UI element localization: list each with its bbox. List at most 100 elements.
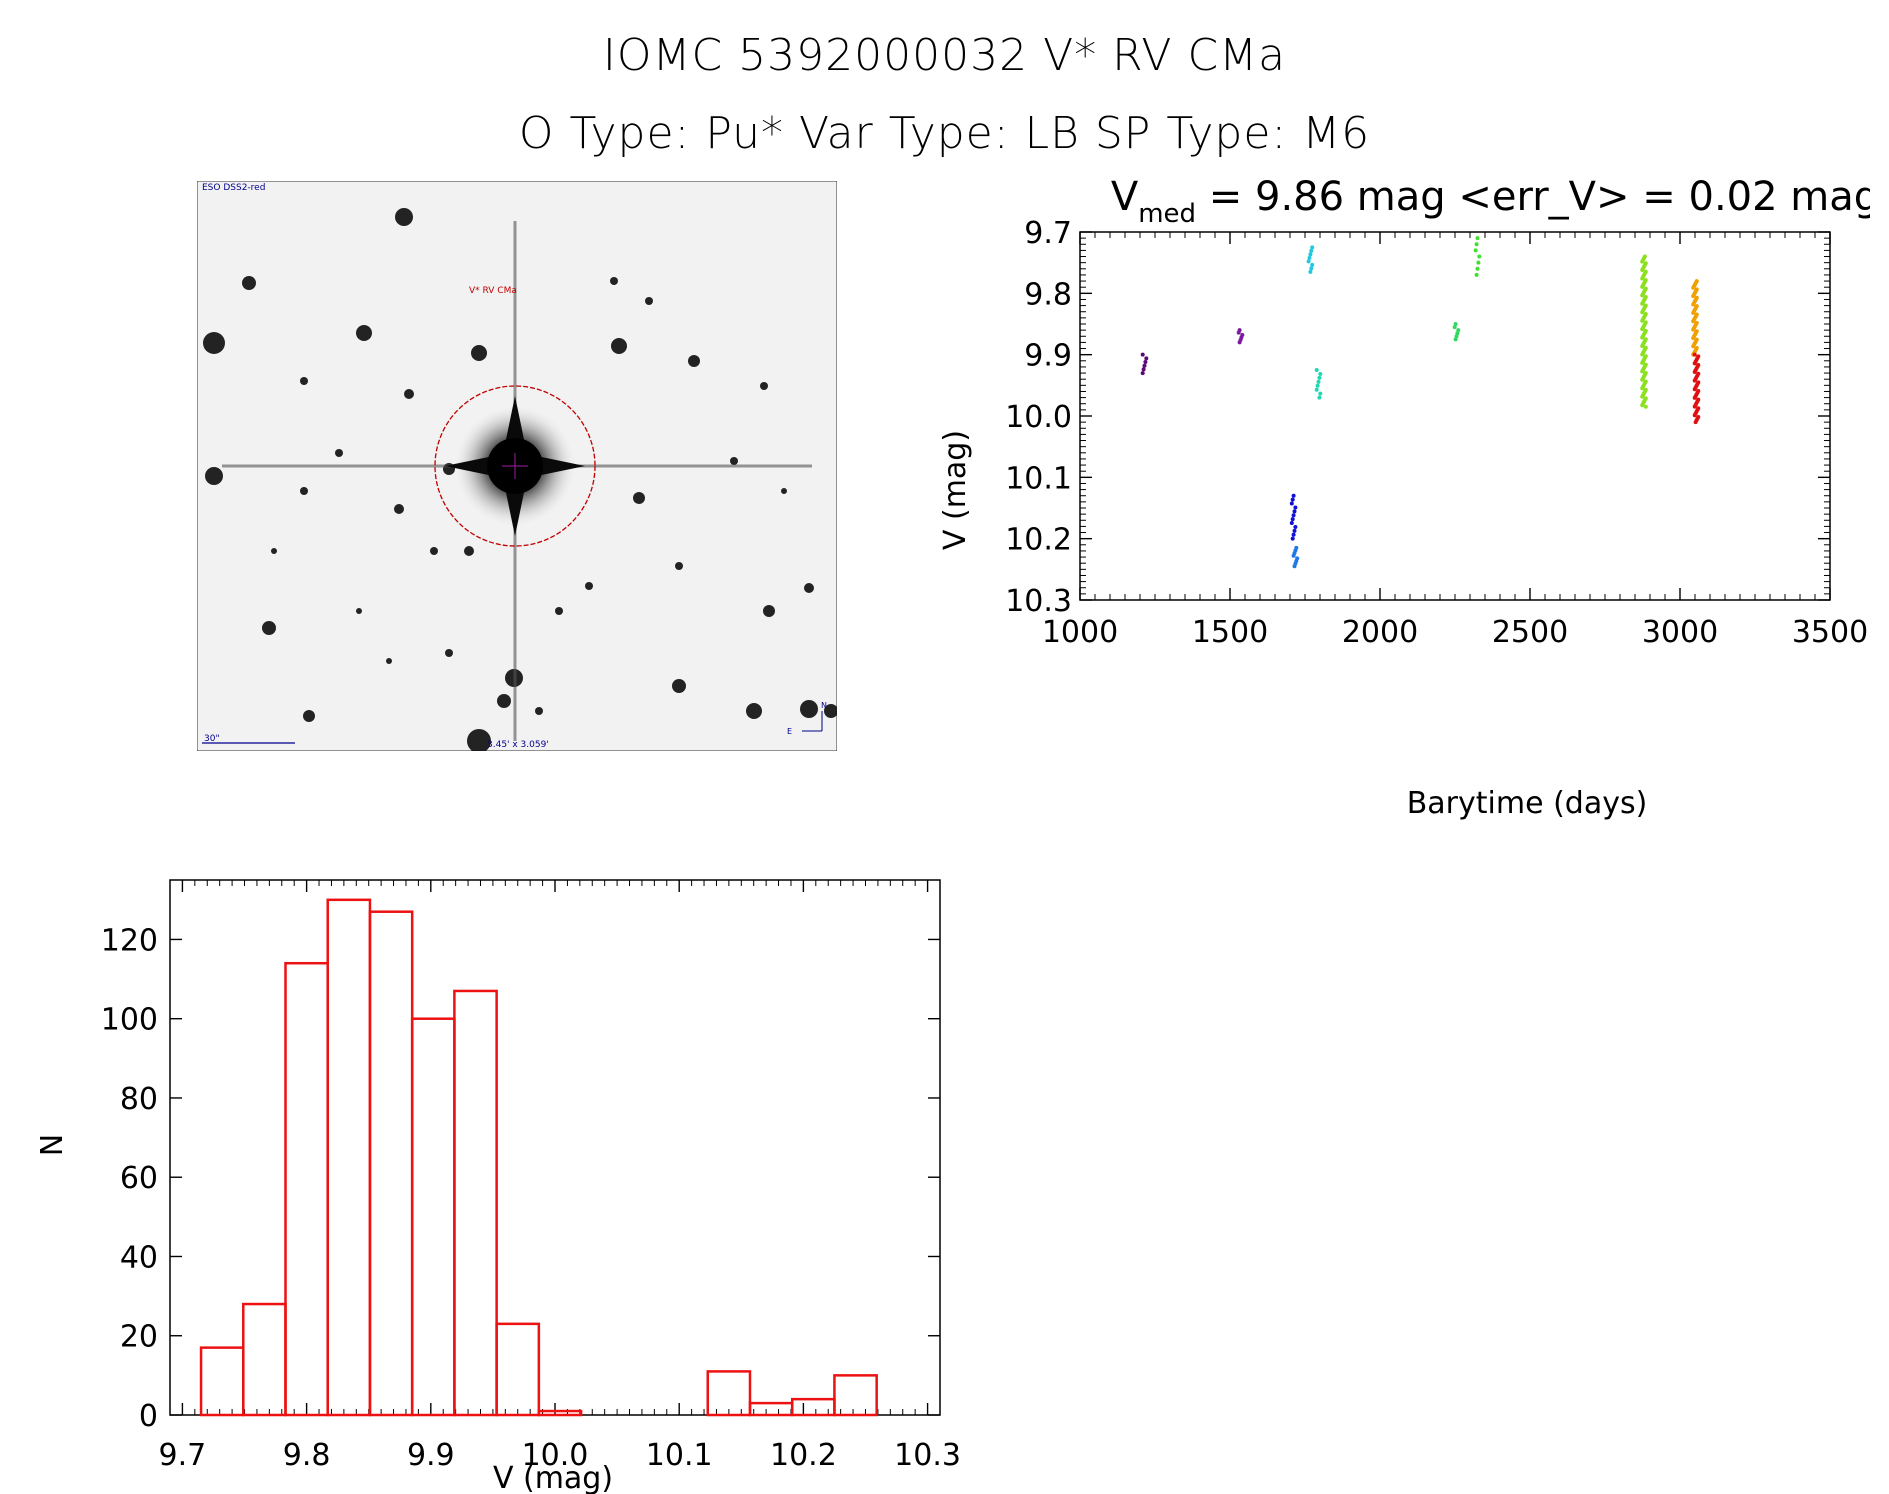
svg-text:E: E bbox=[787, 727, 792, 736]
histogram-bar bbox=[833, 1374, 878, 1417]
data-point bbox=[1475, 266, 1480, 271]
star bbox=[746, 703, 762, 719]
data-point bbox=[1640, 327, 1645, 332]
star bbox=[335, 449, 343, 457]
star bbox=[763, 605, 775, 617]
star bbox=[464, 546, 474, 556]
data-point bbox=[1452, 325, 1457, 330]
data-point bbox=[1292, 509, 1297, 514]
y-tick-label: 10.3 bbox=[1005, 584, 1072, 619]
histogram-bar bbox=[284, 961, 329, 1417]
data-point bbox=[1691, 310, 1696, 315]
star bbox=[760, 382, 768, 390]
star bbox=[645, 297, 653, 305]
y-tick-label: 9.9 bbox=[1024, 339, 1072, 374]
data-point bbox=[1640, 284, 1645, 289]
data-point bbox=[1292, 528, 1297, 533]
histogram-bar bbox=[748, 1401, 794, 1417]
star bbox=[781, 488, 787, 494]
data-point bbox=[1692, 404, 1697, 409]
data-point bbox=[1640, 344, 1645, 349]
histogram-bars bbox=[199, 898, 878, 1417]
data-point bbox=[1310, 262, 1315, 267]
data-point bbox=[1692, 369, 1697, 374]
y-tick-label: 80 bbox=[120, 1082, 158, 1117]
star bbox=[824, 704, 837, 718]
data-point bbox=[1290, 517, 1295, 522]
data-point bbox=[1291, 513, 1296, 518]
data-point bbox=[1454, 334, 1459, 339]
data-point bbox=[1691, 302, 1696, 307]
y-tick-label: 40 bbox=[120, 1240, 158, 1275]
data-point bbox=[1291, 493, 1296, 498]
data-point bbox=[1692, 413, 1697, 418]
data-point bbox=[1317, 395, 1322, 400]
data-point bbox=[1691, 344, 1696, 349]
histogram-bar bbox=[706, 1370, 752, 1417]
y-tick-label: 9.8 bbox=[1024, 277, 1072, 312]
svg-text:N: N bbox=[821, 701, 827, 710]
data-point bbox=[1291, 553, 1296, 558]
star bbox=[467, 729, 491, 751]
data-point bbox=[1640, 301, 1645, 306]
star bbox=[394, 504, 404, 514]
x-tick-label: 2500 bbox=[1492, 615, 1568, 650]
data-point bbox=[1289, 501, 1294, 506]
survey-label: ESO DSS2-red bbox=[202, 183, 265, 193]
data-point bbox=[1643, 404, 1648, 409]
data-point bbox=[1316, 379, 1321, 384]
x-tick-label: 1500 bbox=[1192, 615, 1268, 650]
y-tick-label: 0 bbox=[139, 1399, 158, 1434]
chart-title-line1: IOMC 5392000032 V* RV CMa bbox=[602, 30, 1287, 81]
histogram-plot: 9.7 9.8 9.9 10.0 10.1 10.2 10.3 0 20 40 60 80 100 120… bbox=[40, 879, 960, 1494]
star bbox=[203, 332, 225, 354]
x-tick-label: 10.2 bbox=[770, 1438, 837, 1473]
y-tick-label: 10.1 bbox=[1005, 461, 1072, 496]
y-tick-label: 10.0 bbox=[1005, 400, 1072, 435]
star bbox=[356, 608, 362, 614]
target-circle bbox=[434, 385, 596, 547]
star bbox=[555, 607, 563, 615]
star bbox=[535, 707, 543, 715]
star bbox=[205, 467, 223, 485]
x-tick-label: 9.8 bbox=[283, 1438, 331, 1473]
data-point bbox=[1317, 375, 1322, 380]
histogram-axes: 9.7 9.8 9.9 10.0 10.1 10.2 10.3 0 20 40 60 80 100 120 bbox=[101, 879, 960, 1473]
data-point bbox=[1640, 377, 1645, 382]
x-tick-label: 10.0 bbox=[522, 1438, 589, 1473]
data-point bbox=[1477, 254, 1482, 259]
data-point bbox=[1640, 293, 1645, 298]
data-point bbox=[1144, 356, 1149, 361]
data-point bbox=[1308, 269, 1313, 274]
histogram-bar bbox=[453, 989, 498, 1417]
star bbox=[675, 562, 683, 570]
star bbox=[585, 582, 593, 590]
star bbox=[497, 694, 511, 708]
data-point bbox=[1692, 395, 1697, 400]
data-point bbox=[1640, 352, 1645, 357]
star bbox=[242, 276, 256, 290]
data-point bbox=[1474, 242, 1479, 247]
data-point bbox=[1692, 378, 1697, 383]
star bbox=[386, 658, 392, 664]
data-point bbox=[1640, 318, 1645, 323]
data-point bbox=[1640, 369, 1645, 374]
star bbox=[303, 710, 315, 722]
histogram-bar bbox=[242, 1302, 287, 1417]
x-tick-label: 9.9 bbox=[407, 1438, 455, 1473]
star bbox=[404, 389, 414, 399]
light-curve-xlabel: Barytime (days) bbox=[1407, 786, 1648, 821]
data-point bbox=[1640, 335, 1645, 340]
data-point bbox=[1318, 371, 1323, 376]
histogram-bar bbox=[495, 1322, 541, 1417]
star bbox=[672, 679, 686, 693]
y-tick-label: 10.2 bbox=[1005, 523, 1072, 558]
y-tick-label: 9.7 bbox=[1024, 216, 1072, 251]
data-point bbox=[1318, 391, 1323, 396]
data-point bbox=[1142, 363, 1147, 368]
x-tick-label: 9.7 bbox=[159, 1438, 207, 1473]
star bbox=[271, 548, 277, 554]
star bbox=[356, 325, 372, 341]
finder-chart-image: ESO DSS2-red V* RV CMa 30" 3.45' x 3.059… bbox=[197, 181, 837, 751]
data-point bbox=[1143, 360, 1148, 365]
